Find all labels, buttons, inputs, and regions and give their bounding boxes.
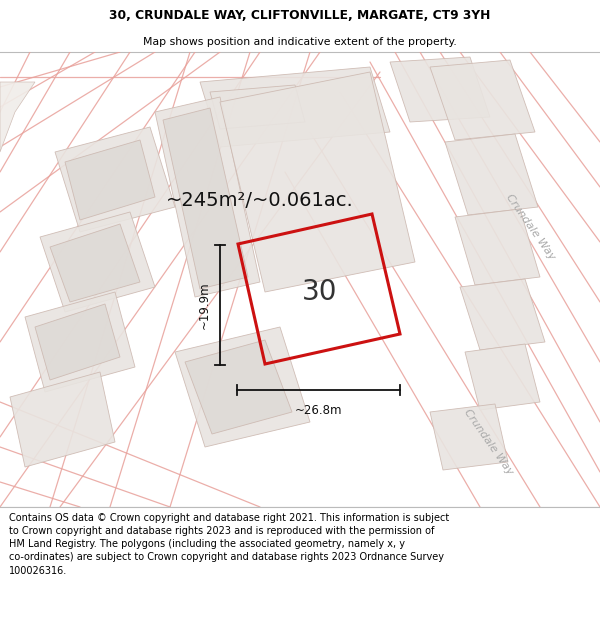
Polygon shape <box>175 327 310 447</box>
Text: Crundale Way: Crundale Way <box>461 408 514 477</box>
Polygon shape <box>55 127 175 232</box>
Polygon shape <box>155 97 260 297</box>
Polygon shape <box>430 60 535 140</box>
Polygon shape <box>390 57 490 122</box>
Text: ~26.8m: ~26.8m <box>295 404 342 417</box>
Polygon shape <box>210 85 305 129</box>
Text: ~245m²/~0.061ac.: ~245m²/~0.061ac. <box>166 191 354 209</box>
Text: ~19.9m: ~19.9m <box>198 281 211 329</box>
Polygon shape <box>445 134 538 215</box>
Polygon shape <box>40 212 155 312</box>
Polygon shape <box>430 404 508 470</box>
Text: 30: 30 <box>302 278 338 306</box>
Polygon shape <box>185 340 292 434</box>
Text: Map shows position and indicative extent of the property.: Map shows position and indicative extent… <box>143 38 457 48</box>
Polygon shape <box>163 108 248 289</box>
Text: Crundale Way: Crundale Way <box>503 192 556 262</box>
Polygon shape <box>10 372 115 467</box>
Text: 30, CRUNDALE WAY, CLIFTONVILLE, MARGATE, CT9 3YH: 30, CRUNDALE WAY, CLIFTONVILLE, MARGATE,… <box>109 9 491 22</box>
Polygon shape <box>0 82 35 152</box>
Polygon shape <box>65 140 155 220</box>
Polygon shape <box>25 292 135 392</box>
Polygon shape <box>460 279 545 350</box>
Polygon shape <box>455 209 540 285</box>
Polygon shape <box>50 224 140 302</box>
Polygon shape <box>200 67 390 147</box>
Polygon shape <box>465 344 540 410</box>
Polygon shape <box>220 72 415 292</box>
Text: Contains OS data © Crown copyright and database right 2021. This information is : Contains OS data © Crown copyright and d… <box>9 513 449 576</box>
Polygon shape <box>35 304 120 380</box>
